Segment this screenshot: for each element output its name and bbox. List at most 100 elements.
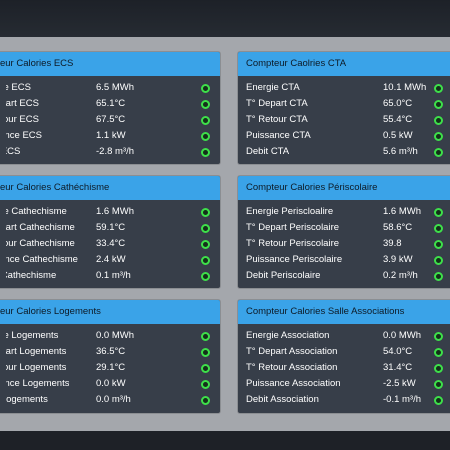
meter-row: Puissance Association -2.5 kW [238, 376, 450, 392]
meter-value: 54.0°C [383, 346, 413, 357]
bottom-bar [0, 431, 450, 450]
status-ok-icon [201, 396, 210, 405]
meter-value: 59.1°C [96, 222, 126, 233]
meter-value: 65.1°C [96, 98, 126, 109]
meter-value: 3.9 kW [383, 254, 413, 265]
status-ok-icon [434, 256, 443, 265]
meter-label: Puissance Periscolaire [246, 254, 343, 265]
meter-value: 0.0 kW [96, 378, 126, 389]
meter-value: 1.6 MWh [96, 206, 135, 217]
status-ok-icon [434, 272, 443, 281]
status-ok-icon [201, 380, 210, 389]
status-ok-icon [434, 380, 443, 389]
meter-label: Puissance Cathechisme [6, 254, 78, 265]
status-ok-icon [434, 208, 443, 217]
meter-row: T° Retour Cathechisme 33.4°C [0, 236, 220, 252]
meter-row: Debit Cathechisme 0.1 m³/h [0, 268, 220, 284]
meter-label: Energie Periscloalire [246, 206, 334, 217]
meter-value: 5.6 m³/h [383, 146, 418, 157]
meter-value: 0.2 m³/h [383, 270, 418, 281]
meter-value: 0.0 MWh [383, 330, 422, 341]
meter-label: T° Retour ECS [6, 114, 39, 125]
meter-value: 33.4°C [96, 238, 126, 249]
meter-row: T° Retour Logements 29.1°C [0, 360, 220, 376]
meter-row: Energie CTA 10.1 MWh [238, 80, 450, 96]
meter-value: -0.1 m³/h [383, 394, 422, 405]
meter-label: Puissance CTA [246, 130, 311, 141]
meter-label: Energie Association [246, 330, 330, 341]
status-ok-icon [434, 132, 443, 141]
panel-cta: Compteur Caolries CTA Energie CTA 10.1 MW… [238, 52, 450, 164]
status-ok-icon [434, 332, 443, 341]
panel-title: Compteur Caolries CTA [238, 52, 450, 76]
meter-label: T° Depart CTA [246, 98, 308, 109]
meter-label: Energie Logements [6, 330, 59, 341]
meter-label: Debit Association [246, 394, 319, 405]
meter-label: T° Retour CTA [246, 114, 308, 125]
panel-associations: Compteur Calories Salle Associations Ene… [238, 300, 450, 413]
meter-value: 1.1 kW [96, 130, 126, 141]
meter-value: -2.8 m³/h [96, 146, 135, 157]
meter-label: T° Depart Cathechisme [6, 222, 75, 233]
panel-title: Compteur Calories Cathéchisme [0, 176, 220, 200]
meter-value: 0.1 m³/h [96, 270, 131, 281]
meter-value: 39.8 [383, 238, 402, 249]
status-ok-icon [201, 256, 210, 265]
meter-label: Energie CTA [246, 82, 300, 93]
status-ok-icon [201, 208, 210, 217]
meter-label: Debit Periscolaire [246, 270, 321, 281]
meter-row: Puissance Periscolaire 3.9 kW [238, 252, 450, 268]
panel-logements: Compteur Calories Logements Energie Loge… [0, 300, 220, 413]
meter-label: T° Depart Periscolaire [246, 222, 340, 233]
panel-ecs: Compteur Calories ECS Energie ECS 6.5 MWh… [0, 52, 220, 164]
meter-label: T° Retour Periscolaire [246, 238, 340, 249]
status-ok-icon [201, 224, 210, 233]
meter-value: 67.5°C [96, 114, 126, 125]
meter-row: T° Retour CTA 55.4°C [238, 112, 450, 128]
status-ok-icon [201, 84, 210, 93]
status-ok-icon [201, 364, 210, 373]
status-ok-icon [434, 364, 443, 373]
meter-label: Debit Cathechisme [6, 270, 57, 281]
meter-label: Debit ECS [6, 146, 21, 157]
status-ok-icon [201, 332, 210, 341]
meter-value: 65.0°C [383, 98, 413, 109]
meter-label: T° Depart Logements [6, 346, 67, 357]
panel-cathechisme: Compteur Calories Cathéchisme Energie Ca… [0, 176, 220, 288]
meter-value: 0.0 m³/h [96, 394, 131, 405]
meter-row: T° Depart ECS 65.1°C [0, 96, 220, 112]
panel-title: Compteur Calories Salle Associations [238, 300, 450, 324]
meter-label: Puissance ECS [6, 130, 43, 141]
panel-title: Compteur Calories Périscolaire [238, 176, 450, 200]
meter-row: T° Depart Cathechisme 59.1°C [0, 220, 220, 236]
status-ok-icon [434, 240, 443, 249]
meter-label: Puissance Association [246, 378, 341, 389]
meter-row: Debit Logements 0.0 m³/h [0, 392, 220, 408]
meter-row: Puissance ECS 1.1 kW [0, 128, 220, 144]
meter-row: T° Retour Association 31.4°C [238, 360, 450, 376]
meter-row: Puissance Logements 0.0 kW [0, 376, 220, 392]
meter-value: 6.5 MWh [96, 82, 135, 93]
meter-row: Debit CTA 5.6 m³/h [238, 144, 450, 160]
meter-value: 55.4°C [383, 114, 413, 125]
meter-value: 1.6 MWh [383, 206, 422, 217]
meter-row: T° Retour Periscolaire 39.8 [238, 236, 450, 252]
meter-value: 0.5 kW [383, 130, 413, 141]
meter-row: Energie Association 0.0 MWh [238, 328, 450, 344]
meter-row: T° Depart CTA 65.0°C [238, 96, 450, 112]
status-ok-icon [434, 148, 443, 157]
meter-value: -2.5 kW [383, 378, 416, 389]
meter-value: 29.1°C [96, 362, 126, 373]
status-ok-icon [434, 224, 443, 233]
meter-label: Debit CTA [246, 146, 290, 157]
panel-title: Compteur Calories ECS [0, 52, 220, 76]
status-ok-icon [201, 348, 210, 357]
meter-row: T° Depart Logements 36.5°C [0, 344, 220, 360]
status-ok-icon [201, 100, 210, 109]
meter-row: T° Depart Periscolaire 58.6°C [238, 220, 450, 236]
status-ok-icon [434, 100, 443, 109]
meter-value: 10.1 MWh [383, 82, 427, 93]
meter-label: Energie ECS [6, 82, 31, 93]
meter-label: T° Retour Logements [6, 362, 67, 373]
meter-label: Energie Cathechisme [6, 206, 67, 217]
